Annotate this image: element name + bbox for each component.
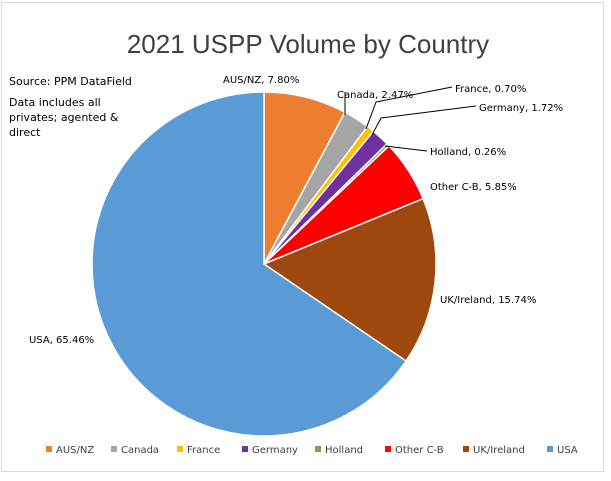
data-label-canada: Canada, 2.47% [337, 90, 413, 101]
data-label-france: France, 0.70% [455, 84, 526, 95]
data-label-ukireland: UK/Ireland, 15.74% [440, 295, 536, 306]
data-label-germany: Germany, 1.72% [479, 103, 563, 114]
chart-title: 2021 USPP Volume by Country [127, 29, 489, 59]
pie-slices [91, 91, 437, 437]
legend-label-usa: USA [557, 445, 578, 456]
note-line-2: privates; agented & [9, 111, 119, 124]
legend-label-france: France [187, 445, 220, 456]
leader-line-holland [384, 145, 428, 152]
data-label-ausnz: AUS/NZ, 7.80% [223, 75, 299, 86]
legend-swatch-other-cb [385, 446, 391, 452]
legend-swatch-canada [111, 446, 117, 452]
legend-swatch-ausnz [46, 446, 52, 452]
legend-label-other-cb: Other C-B [395, 445, 444, 456]
note-line-1: Data includes all [9, 96, 101, 109]
legend-swatch-usa [547, 446, 553, 452]
legend-swatch-ukireland [463, 446, 469, 452]
data-label-other-cb: Other C-B, 5.85% [430, 182, 517, 193]
legend-swatch-holland [315, 446, 321, 452]
pie-slice-uk-ireland [263, 197, 437, 362]
pie-slice-usa [91, 91, 407, 437]
legend-label-germany: Germany [252, 445, 298, 456]
legend-swatch-france [177, 446, 183, 452]
source-note: Source: PPM DataField [9, 75, 132, 88]
data-label-usa: USA, 65.46% [29, 335, 94, 346]
data-label-holland: Holland, 0.26% [430, 147, 506, 158]
legend-label-ukireland: UK/Ireland [473, 445, 525, 456]
legend-label-canada: Canada [121, 445, 159, 456]
note-line-3: direct [9, 126, 41, 139]
legend: AUS/NZ Canada France Germany Holland Oth… [46, 445, 578, 456]
legend-swatch-germany [242, 446, 248, 452]
leader-line-france [365, 86, 453, 130]
legend-label-ausnz: AUS/NZ [56, 445, 94, 456]
leader-line-germany [371, 105, 477, 136]
legend-label-holland: Holland [325, 445, 363, 456]
